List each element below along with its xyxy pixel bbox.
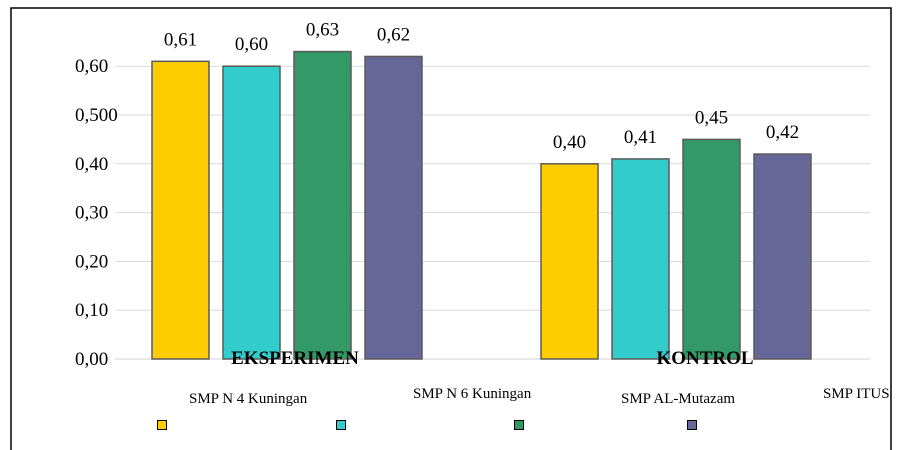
y-tick-label: 0,20 bbox=[75, 251, 108, 272]
y-tick-label: 0,30 bbox=[75, 203, 108, 224]
bar bbox=[540, 163, 599, 360]
legend-swatch bbox=[336, 420, 346, 430]
bar bbox=[753, 153, 812, 360]
category-label: EKSPERIMEN bbox=[231, 348, 359, 369]
legend-label: SMP AL-Mutazam bbox=[621, 391, 736, 407]
y-tick-label: 0,60 bbox=[75, 56, 108, 77]
legend-label: SMP N 4 Kuningan bbox=[189, 391, 308, 407]
y-tick-label: 0,40 bbox=[75, 154, 108, 175]
bar bbox=[222, 65, 281, 360]
y-tick-label: 0,00 bbox=[75, 349, 108, 370]
legend-swatch bbox=[687, 420, 697, 430]
data-labels: 0,61 0,40 0,60 0,41 0,63 0,45 0,62 0,42 bbox=[164, 20, 799, 153]
bar bbox=[682, 138, 741, 360]
data-label: 0,41 bbox=[624, 127, 657, 148]
y-axis-tick-labels: 0,00 0,10 0,20 0,30 0,40 0,500 0,60 bbox=[75, 56, 118, 370]
bar bbox=[151, 60, 210, 360]
legend-label: SMP ITUS bbox=[823, 386, 890, 402]
category-labels: EKSPERIMEN KONTROL bbox=[231, 348, 753, 369]
data-label: 0,40 bbox=[553, 132, 586, 153]
data-label: 0,63 bbox=[306, 20, 339, 41]
bars bbox=[151, 50, 812, 360]
category-label: KONTROL bbox=[656, 348, 753, 369]
legend-swatch bbox=[514, 420, 524, 430]
legend-swatch bbox=[157, 420, 167, 430]
data-label: 0,60 bbox=[235, 34, 268, 55]
data-label: 0,61 bbox=[164, 29, 197, 50]
bar bbox=[364, 55, 423, 360]
data-label: 0,45 bbox=[695, 107, 728, 128]
y-tick-label: 0,10 bbox=[75, 300, 108, 321]
bar bbox=[611, 158, 670, 360]
legend-label: SMP N 6 Kuningan bbox=[413, 386, 532, 402]
bar bbox=[293, 50, 352, 360]
y-tick-label: 0,500 bbox=[75, 105, 118, 126]
data-label: 0,42 bbox=[766, 122, 799, 143]
data-label: 0,62 bbox=[377, 24, 410, 45]
chart-frame bbox=[10, 7, 892, 450]
